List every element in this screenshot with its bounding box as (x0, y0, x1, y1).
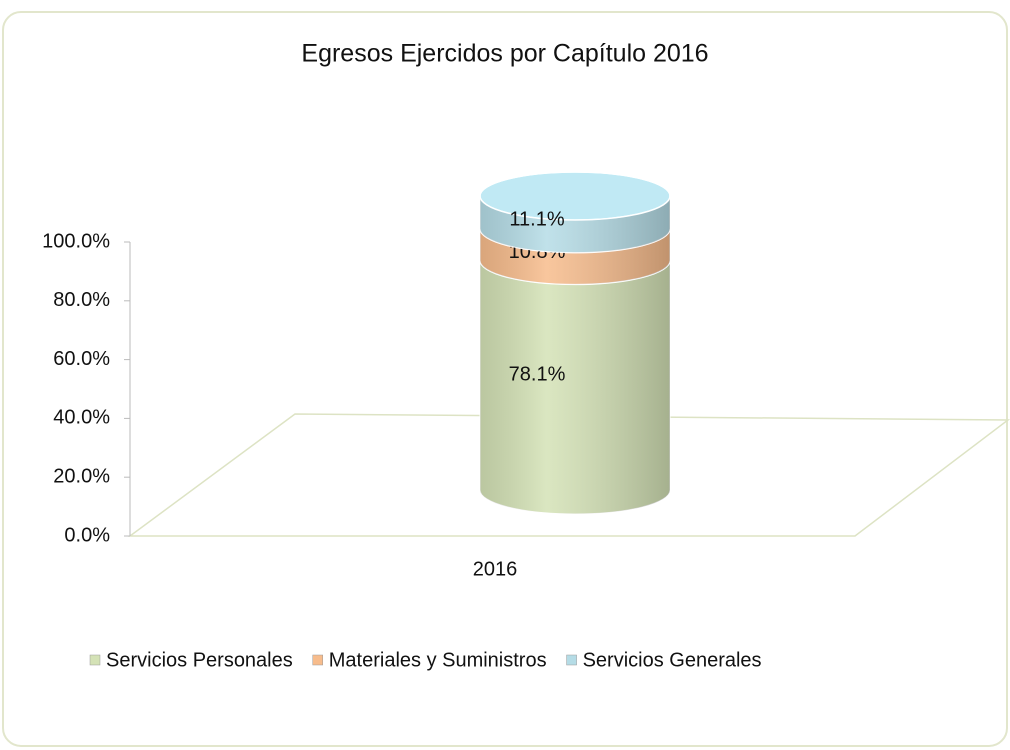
data-label: 11.1% (509, 209, 564, 231)
legend-label: Servicios Personales (106, 649, 293, 671)
legend-swatch (312, 654, 323, 666)
segment-top (479, 171, 671, 221)
legend-swatch (566, 654, 577, 666)
y-tick-label: 80.0% (53, 289, 110, 311)
legend-label: Servicios Generales (583, 649, 762, 671)
legend-label: Materiales y Suministros (329, 649, 547, 671)
y-tick-label: 20.0% (53, 465, 110, 487)
chart-title: Egresos Ejercidos por Capítulo 2016 (301, 40, 708, 68)
floor (127, 413, 1010, 537)
x-tick-label: 2016 (473, 558, 518, 580)
data-label: 78.1% (509, 363, 566, 385)
segment-shade (480, 260, 670, 514)
segment-shade (480, 196, 670, 253)
y-tick-label: 60.0% (53, 348, 110, 370)
y-tick-label: 100.0% (42, 230, 110, 252)
y-tick-label: 40.0% (53, 407, 110, 429)
y-tick-label: 0.0% (64, 524, 110, 546)
segment-shade (480, 228, 670, 285)
legend-swatch (89, 654, 101, 666)
